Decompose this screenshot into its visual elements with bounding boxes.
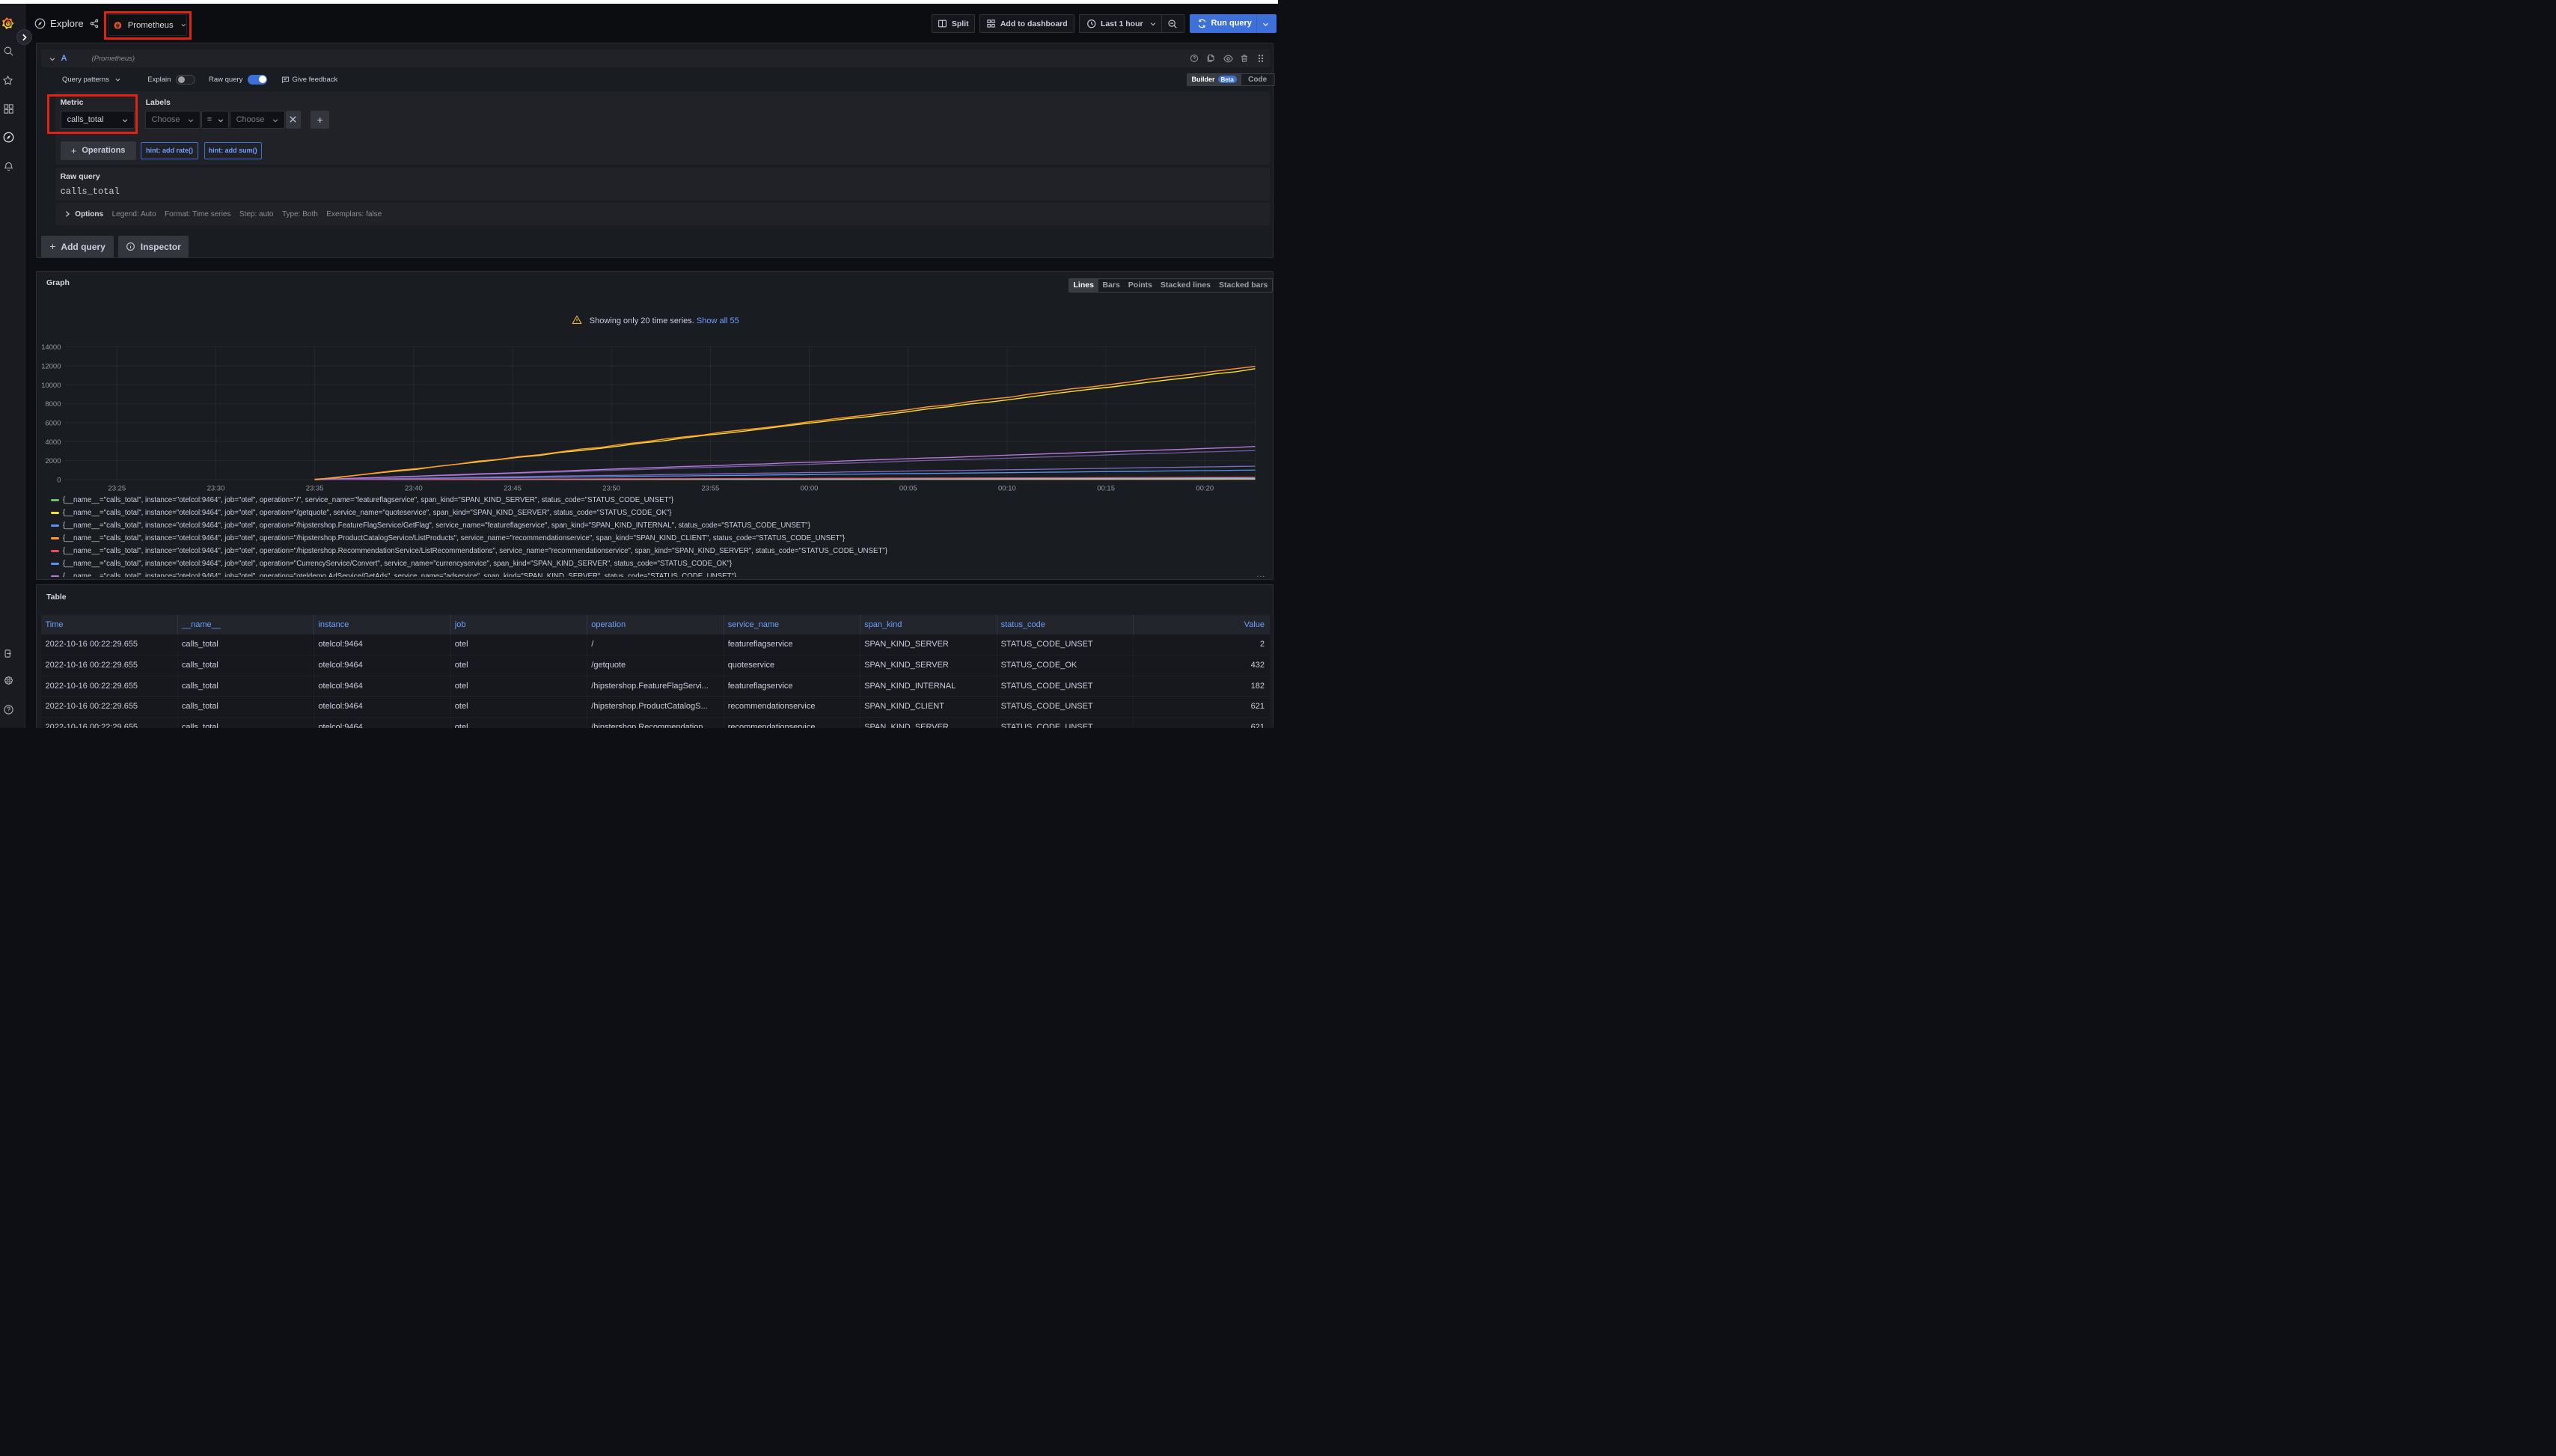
svg-text:00:05: 00:05 bbox=[899, 485, 917, 493]
svg-text:8000: 8000 bbox=[45, 400, 61, 409]
svg-text:4000: 4000 bbox=[45, 438, 61, 447]
svg-text:00:00: 00:00 bbox=[800, 485, 818, 493]
svg-text:23:40: 23:40 bbox=[404, 485, 422, 493]
svg-text:10000: 10000 bbox=[41, 382, 61, 390]
svg-text:12000: 12000 bbox=[41, 362, 61, 370]
svg-text:6000: 6000 bbox=[45, 419, 61, 427]
svg-text:00:15: 00:15 bbox=[1097, 485, 1115, 493]
svg-text:2000: 2000 bbox=[45, 457, 61, 465]
svg-text:23:45: 23:45 bbox=[504, 485, 522, 493]
svg-text:23:30: 23:30 bbox=[207, 485, 224, 493]
svg-text:14000: 14000 bbox=[41, 343, 61, 352]
svg-text:0: 0 bbox=[57, 477, 61, 485]
svg-text:23:55: 23:55 bbox=[701, 485, 719, 493]
svg-text:23:35: 23:35 bbox=[305, 485, 323, 493]
svg-text:23:50: 23:50 bbox=[602, 485, 620, 493]
svg-text:23:25: 23:25 bbox=[108, 485, 126, 493]
svg-text:00:10: 00:10 bbox=[998, 485, 1016, 493]
svg-text:00:20: 00:20 bbox=[1196, 485, 1214, 493]
